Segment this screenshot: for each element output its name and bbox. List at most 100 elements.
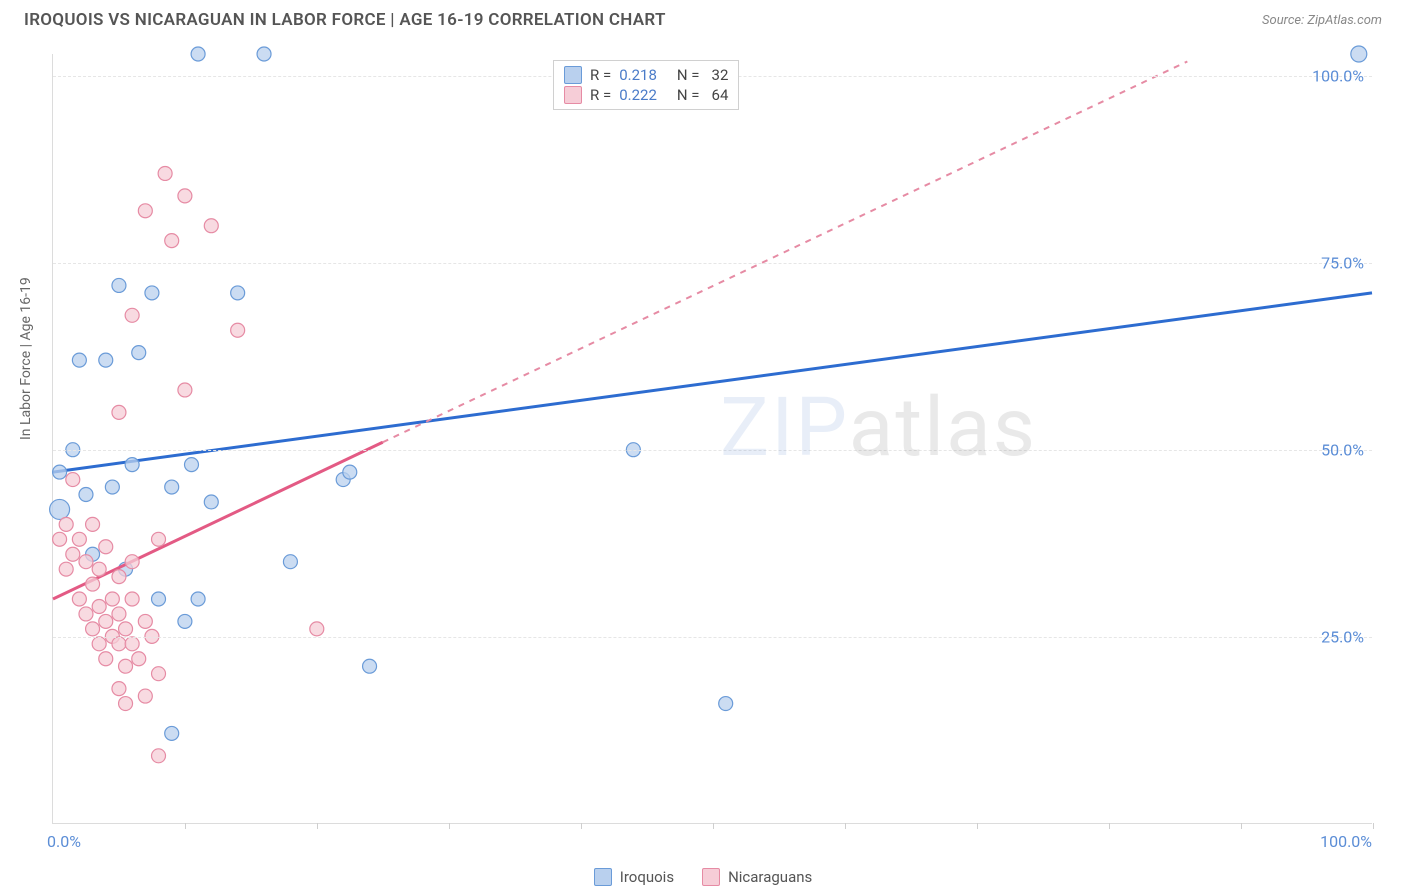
data-point — [92, 637, 106, 651]
gridline — [53, 263, 1372, 264]
x-tick — [845, 823, 846, 829]
data-point — [125, 308, 139, 322]
data-point — [86, 622, 100, 636]
x-tick — [977, 823, 978, 829]
n-value: 32 — [712, 66, 729, 84]
data-point — [59, 562, 73, 576]
legend-row: R = 0.218 N = 32 — [564, 65, 728, 85]
y-axis-label: In Labor Force | Age 16-19 — [18, 277, 34, 440]
legend-swatch — [564, 66, 582, 84]
data-point — [66, 547, 80, 561]
x-tick — [1373, 823, 1374, 829]
data-point — [72, 532, 86, 546]
data-point — [165, 726, 179, 740]
data-point — [79, 488, 93, 502]
data-point — [105, 480, 119, 494]
data-point — [204, 219, 218, 233]
n-value: 64 — [712, 86, 729, 104]
x-tick-label: 0.0% — [47, 832, 81, 851]
r-label: R = — [590, 86, 611, 104]
data-point — [112, 682, 126, 696]
data-point — [99, 540, 113, 554]
data-point — [132, 346, 146, 360]
data-point — [119, 659, 133, 673]
data-point — [112, 570, 126, 584]
data-point — [178, 614, 192, 628]
data-point — [152, 749, 166, 763]
legend-swatch — [594, 868, 612, 886]
x-tick — [581, 823, 582, 829]
data-point — [86, 577, 100, 591]
y-tick-label: 100.0% — [1312, 67, 1364, 86]
legend-item: Iroquois — [594, 868, 674, 886]
y-tick-label: 25.0% — [1321, 628, 1364, 647]
gridline — [53, 637, 1372, 638]
data-point — [257, 47, 271, 61]
data-point — [79, 555, 93, 569]
n-label: N = — [677, 86, 700, 104]
data-point — [125, 458, 139, 472]
legend-item: Nicaraguans — [702, 868, 812, 886]
data-point — [185, 458, 199, 472]
data-point — [112, 405, 126, 419]
data-point — [343, 465, 357, 479]
legend-label: Nicaraguans — [728, 868, 812, 886]
r-value: 0.222 — [619, 86, 657, 104]
chart-title: IROQUOIS VS NICARAGUAN IN LABOR FORCE | … — [24, 10, 666, 30]
legend-label: Iroquois — [620, 868, 674, 886]
source-label: Source: ZipAtlas.com — [1262, 13, 1382, 28]
data-point — [112, 637, 126, 651]
data-point — [112, 278, 126, 292]
legend-row: R = 0.222 N = 64 — [564, 85, 728, 105]
data-point — [152, 667, 166, 681]
data-point — [86, 517, 100, 531]
r-value: 0.218 — [619, 66, 657, 84]
data-point — [165, 480, 179, 494]
y-tick-label: 75.0% — [1321, 254, 1364, 273]
data-point — [145, 286, 159, 300]
data-point — [178, 383, 192, 397]
data-point — [79, 607, 93, 621]
data-point — [152, 592, 166, 606]
data-point — [204, 495, 218, 509]
data-point — [158, 166, 172, 180]
data-point — [125, 592, 139, 606]
data-point — [125, 555, 139, 569]
data-point — [99, 353, 113, 367]
data-point — [132, 652, 146, 666]
data-point — [310, 622, 324, 636]
data-point — [105, 592, 119, 606]
data-point — [191, 592, 205, 606]
x-tick — [1109, 823, 1110, 829]
legend-swatch — [702, 868, 720, 886]
data-point — [138, 614, 152, 628]
data-point — [50, 499, 70, 519]
data-point — [119, 697, 133, 711]
data-point — [112, 607, 126, 621]
data-point — [53, 465, 67, 479]
x-tick — [317, 823, 318, 829]
gridline — [53, 450, 1372, 451]
x-tick — [1241, 823, 1242, 829]
data-point — [59, 517, 73, 531]
data-point — [191, 47, 205, 61]
data-point — [119, 622, 133, 636]
data-point — [125, 637, 139, 651]
fit-line — [53, 293, 1372, 472]
data-point — [178, 189, 192, 203]
scatter-plot-svg — [53, 54, 1372, 823]
r-label: R = — [590, 66, 611, 84]
data-point — [138, 689, 152, 703]
chart-plot-area: 25.0%50.0%75.0%100.0%0.0%100.0% — [52, 54, 1372, 824]
n-label: N = — [677, 66, 700, 84]
data-point — [72, 592, 86, 606]
data-point — [92, 599, 106, 613]
data-point — [99, 652, 113, 666]
data-point — [283, 555, 297, 569]
data-point — [363, 659, 377, 673]
data-point — [719, 697, 733, 711]
data-point — [231, 286, 245, 300]
data-point — [53, 532, 67, 546]
correlation-legend: R = 0.218 N = 32 R = 0.222 N = 64 — [553, 60, 739, 110]
data-point — [165, 234, 179, 248]
